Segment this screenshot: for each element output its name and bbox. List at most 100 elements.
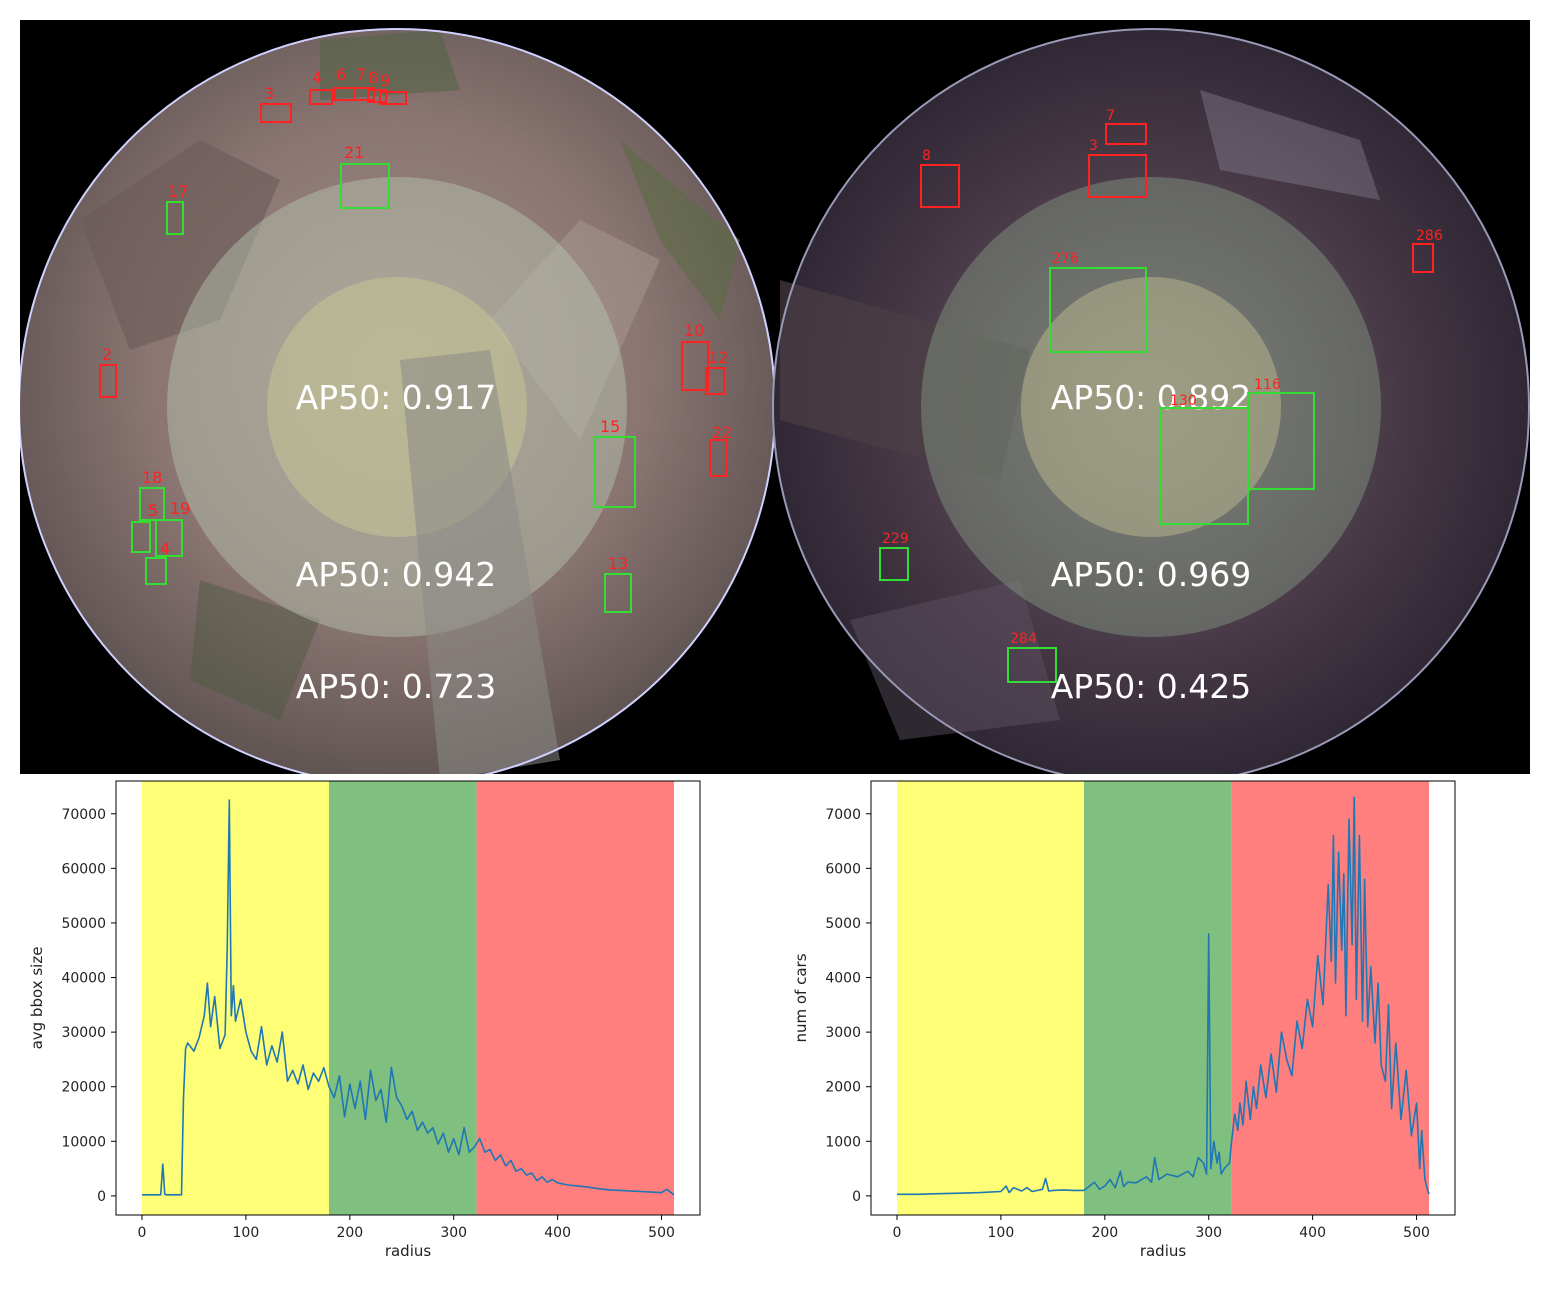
svg-text:276: 276 xyxy=(1052,251,1079,267)
charts-row: 0 100 200 300 400 500 0 10000 20000 30000 40000 500… xyxy=(0,774,1548,1290)
bbox-left-18: 18 xyxy=(139,468,165,521)
x-tick-label: 0 xyxy=(138,1225,147,1241)
bbox-right-276: 276 xyxy=(1049,251,1147,353)
bbox-left-7: 7 xyxy=(353,65,375,101)
svg-text:229: 229 xyxy=(882,531,909,547)
y-tick-label: 40000 xyxy=(61,971,106,987)
svg-text:9: 9 xyxy=(380,71,390,90)
y-tick-label: 2000 xyxy=(825,1080,861,1096)
series-line xyxy=(142,799,675,1196)
x-tick-label: 200 xyxy=(1091,1225,1118,1241)
x-tick-label: 300 xyxy=(1195,1225,1222,1241)
fisheye-images: AP50: 0.917 AP50: 0.942 AP50: 0.723 3 4 … xyxy=(18,20,1530,786)
bbox-left-2: 2 xyxy=(99,345,117,398)
bbox-left-10: 10 xyxy=(681,321,709,391)
chart-2: 0 100 200 300 400 500010002000300040005000600… xyxy=(792,780,1456,1260)
bbox-right-3: 3 xyxy=(1088,138,1147,198)
svg-text:8: 8 xyxy=(922,148,931,164)
x-axis-label: radius xyxy=(385,1242,432,1260)
y-tick-label: 70000 xyxy=(61,807,106,823)
zone-yellow xyxy=(141,781,330,1215)
bbox-left-3: 3 xyxy=(260,84,292,123)
left-ap-outer: AP50: 0.723 xyxy=(296,667,497,706)
bbox-left-4: 4 xyxy=(309,68,333,105)
svg-text:10: 10 xyxy=(684,321,704,340)
svg-text:15: 15 xyxy=(600,417,620,436)
plot-frame xyxy=(870,780,1456,1216)
y-tick-label: 1000 xyxy=(825,1134,861,1150)
y-tick-label: 0 xyxy=(97,1189,106,1205)
x-tick-label: 400 xyxy=(1299,1225,1326,1241)
y-tick-label: 0 xyxy=(852,1189,861,1205)
right-boxes: 7 8 3 286 276 116 130 229 284 xyxy=(879,108,1443,683)
charts-svg: 0 100 200 300 400 500010000200003000040000500… xyxy=(28,780,1456,1260)
svg-text:2: 2 xyxy=(102,345,112,364)
svg-text:116: 116 xyxy=(1254,377,1281,393)
bbox-left-13: 13 xyxy=(604,554,632,613)
x-tick-label: 100 xyxy=(988,1225,1015,1241)
bbox-left-5: 5 xyxy=(131,501,158,553)
bbox-left-15: 15 xyxy=(594,417,636,508)
bbox-right-229: 229 xyxy=(879,531,909,581)
svg-text:12: 12 xyxy=(708,348,728,367)
y-tick-label: 30000 xyxy=(61,1025,106,1041)
svg-text:21: 21 xyxy=(344,143,364,162)
svg-text:19: 19 xyxy=(170,499,190,518)
zone-yellow xyxy=(896,781,1085,1215)
right-ap-outer: AP50: 0.425 xyxy=(1051,667,1252,706)
svg-text:4: 4 xyxy=(312,68,322,87)
y-tick-label: 60000 xyxy=(61,861,106,877)
bbox-left-19: 19 xyxy=(155,499,190,557)
svg-text:17: 17 xyxy=(168,182,188,201)
svg-text:7: 7 xyxy=(1106,108,1115,124)
y-tick-label: 50000 xyxy=(61,916,106,932)
x-tick-label: 500 xyxy=(648,1225,675,1241)
right-ap-inner: AP50: 0.892 xyxy=(1051,378,1252,417)
y-axis-label: num of cars xyxy=(792,953,810,1042)
bbox-right-286: 286 xyxy=(1412,228,1443,273)
bbox-left-21: 21 xyxy=(340,143,390,209)
svg-text:284: 284 xyxy=(1010,631,1037,647)
y-axis-label: avg bbox size xyxy=(28,947,46,1050)
zone-red xyxy=(476,781,675,1215)
x-axis-label: radius xyxy=(1140,1242,1187,1260)
bbox-left-9: 9 xyxy=(379,71,407,105)
x-tick-label: 500 xyxy=(1403,1225,1430,1241)
bbox-right-7: 7 xyxy=(1105,108,1147,145)
svg-text:4: 4 xyxy=(160,539,170,558)
svg-text:286: 286 xyxy=(1416,228,1443,244)
svg-text:3: 3 xyxy=(264,84,274,103)
zone-green xyxy=(329,781,477,1215)
bbox-right-8: 8 xyxy=(920,148,960,208)
svg-text:13: 13 xyxy=(608,554,628,573)
left-fisheye xyxy=(18,28,776,786)
chart-1: 0 100 200 300 400 500 0 10000 20000 30000 40000 500… xyxy=(28,780,701,1260)
left-ap-middle: AP50: 0.942 xyxy=(296,555,497,594)
x-tick-label: 0 xyxy=(893,1225,902,1241)
svg-text:7: 7 xyxy=(356,65,366,84)
svg-text:3: 3 xyxy=(1089,138,1098,154)
x-tick-label: 200 xyxy=(336,1225,363,1241)
series-line xyxy=(897,796,1430,1196)
y-tick-label: 20000 xyxy=(61,1080,106,1096)
y-tick-label: 6000 xyxy=(825,861,861,877)
svg-text:8: 8 xyxy=(368,68,378,87)
bbox-right-130: 130 xyxy=(1159,393,1249,525)
y-tick-label: 3000 xyxy=(825,1025,861,1041)
bbox-left-8: 8 xyxy=(367,68,387,103)
y-tick-label: 4000 xyxy=(825,971,861,987)
svg-text:130: 130 xyxy=(1170,393,1197,409)
left-ap-inner: AP50: 0.917 xyxy=(296,378,497,417)
bbox-left-4b: 4 xyxy=(145,539,170,585)
x-tick-label: 400 xyxy=(544,1225,571,1241)
plot-frame xyxy=(115,780,701,1216)
right-ap-middle: AP50: 0.969 xyxy=(1051,555,1252,594)
y-tick-label: 10000 xyxy=(61,1134,106,1150)
svg-text:18: 18 xyxy=(142,468,162,487)
right-ap-labels: AP50: 0.892 AP50: 0.969 AP50: 0.425 xyxy=(1051,378,1252,706)
bbox-right-284: 284 xyxy=(1007,631,1057,683)
right-fisheye xyxy=(772,28,1530,786)
left-boxes: 3 4 6 7 8 9 21 17 2 10 12 22 15 18 19 5 … xyxy=(99,65,732,613)
x-tick-label: 100 xyxy=(233,1225,260,1241)
y-tick-label: 5000 xyxy=(825,916,861,932)
